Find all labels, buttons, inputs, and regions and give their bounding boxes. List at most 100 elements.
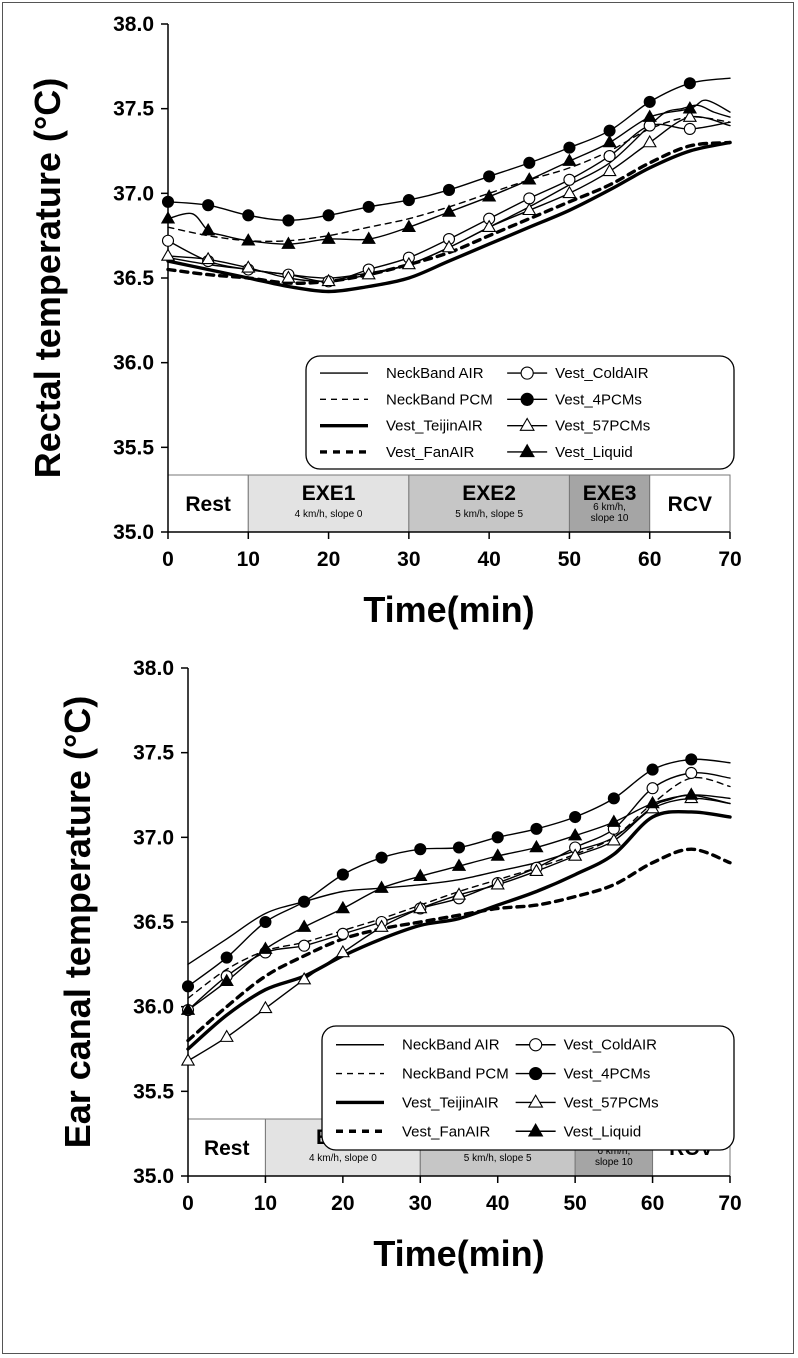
- y-tick-label: 36.0: [113, 352, 154, 375]
- data-point-vest-57pcms: [180, 1053, 196, 1066]
- y-tick-label: 37.0: [133, 826, 174, 849]
- data-point-vest-57pcms: [413, 900, 428, 914]
- legend-marker-vest-coldair: [520, 366, 534, 380]
- phase-desc-exe3: slope 10: [595, 1157, 633, 1168]
- chart-panel-1: Rest EXE1 4 km/h, slope 0 EXE2 5 km/h, slope…: [27, 13, 742, 630]
- data-point-vest-4pcms: [563, 141, 576, 154]
- y-tick-label: 35.0: [113, 521, 154, 544]
- data-point-vest-4pcms: [202, 199, 215, 212]
- data-point-vest-57pcms: [451, 887, 467, 900]
- series-line-vest-57pcms: [187, 797, 731, 1062]
- x-tick-label: 20: [331, 1192, 354, 1215]
- data-point-vest-coldair: [523, 192, 536, 205]
- legend-box: [305, 355, 735, 470]
- data-point-vest-liquid: [682, 101, 697, 114]
- data-point-vest-57pcms: [219, 1029, 234, 1042]
- legend-marker-vest-57pcms: [519, 417, 535, 431]
- data-point-vest-4pcms: [220, 951, 233, 964]
- x-tick-label: 30: [397, 548, 420, 571]
- x-tick-label: 60: [638, 548, 661, 571]
- y-tick-label: 38.0: [133, 657, 174, 680]
- x-tick-label: 0: [162, 548, 174, 571]
- legend-label-vest-57pcms: Vest_57PCMs: [564, 1094, 659, 1111]
- data-point-vest-liquid: [374, 880, 389, 893]
- data-point-vest-liquid: [219, 973, 234, 987]
- series-line-vest-fanair: [166, 140, 732, 285]
- y-tick-label: 35.5: [133, 1080, 174, 1103]
- legend-label-neckband-air: NeckBand AIR: [386, 365, 484, 382]
- series-line-neckband-pcm: [167, 116, 731, 243]
- data-point-vest-liquid: [413, 868, 428, 882]
- data-point-vest-liquid: [321, 231, 336, 244]
- data-point-vest-57pcms: [606, 833, 621, 846]
- data-point-vest-57pcms: [568, 848, 583, 861]
- legend-label-neckband-air: NeckBand AIR: [402, 1037, 500, 1054]
- data-point-vest-coldair: [685, 766, 698, 780]
- data-point-vest-4pcms: [181, 980, 195, 993]
- legend-label-neckband-pcm: NeckBand PCM: [386, 391, 493, 408]
- series-group: [160, 77, 732, 294]
- data-point-vest-liquid: [180, 1002, 196, 1015]
- data-point-vest-4pcms: [685, 753, 698, 766]
- data-point-vest-4pcms: [646, 763, 659, 776]
- data-point-vest-liquid: [606, 814, 621, 827]
- data-point-vest-57pcms: [602, 163, 617, 177]
- x-axis-title: Time(min): [373, 1233, 544, 1274]
- legend-label-neckband-pcm: NeckBand PCM: [402, 1066, 509, 1083]
- legend-marker-vest-4pcms: [520, 392, 534, 406]
- phase-desc-exe3: 6 km/h,: [597, 1146, 630, 1157]
- data-point-vest-coldair: [298, 939, 311, 952]
- data-point-vest-4pcms: [530, 822, 543, 835]
- data-point-vest-4pcms: [491, 831, 504, 844]
- data-point-vest-liquid: [490, 848, 505, 861]
- legend-label-vest-liquid: Vest_Liquid: [555, 444, 633, 461]
- data-point-vest-57pcms: [441, 239, 457, 253]
- data-point-vest-liquid: [241, 233, 256, 246]
- data-point-vest-4pcms: [452, 841, 466, 854]
- data-point-vest-57pcms: [562, 185, 577, 199]
- data-point-vest-coldair: [646, 782, 659, 795]
- x-tick-label: 60: [641, 1192, 664, 1215]
- data-point-vest-liquid: [401, 219, 416, 232]
- data-point-vest-57pcms: [682, 109, 697, 122]
- x-tick-label: 10: [237, 548, 260, 571]
- y-tick-label: 35.0: [133, 1165, 174, 1188]
- legend-label-vest-liquid: Vest_Liquid: [564, 1123, 642, 1140]
- data-point-vest-4pcms: [242, 209, 255, 222]
- data-point-vest-liquid: [482, 189, 497, 202]
- data-point-vest-4pcms: [607, 792, 620, 805]
- phase-desc-exe3: 6 km/h,: [593, 502, 626, 513]
- series-group: [180, 753, 732, 1066]
- data-point-vest-liquid: [335, 900, 350, 914]
- data-point-vest-57pcms: [401, 256, 416, 270]
- data-point-vest-57pcms: [642, 134, 657, 148]
- legend-label-vest-coldair: Vest_ColdAIR: [564, 1037, 658, 1054]
- data-point-vest-liquid: [522, 172, 537, 185]
- phase-box-rest: [187, 1118, 266, 1177]
- legend-label-vest-teijinair: Vest_TeijinAIR: [402, 1094, 499, 1111]
- legend-label-vest-4pcms: Vest_4PCMs: [564, 1066, 651, 1083]
- x-tick-label: 10: [254, 1192, 277, 1215]
- y-tick-label: 37.5: [133, 742, 174, 765]
- x-tick-label: 40: [486, 1192, 509, 1215]
- data-point-vest-coldair: [563, 173, 576, 186]
- y-tick-label: 36.5: [113, 267, 154, 290]
- data-point-vest-4pcms: [603, 124, 616, 137]
- data-point-vest-4pcms: [523, 156, 536, 169]
- data-point-vest-57pcms: [241, 260, 256, 273]
- data-point-vest-4pcms: [569, 810, 582, 824]
- legend-label-vest-fanair: Vest_FanAIR: [386, 444, 475, 461]
- data-point-vest-4pcms: [683, 77, 696, 90]
- data-point-vest-4pcms: [259, 915, 272, 929]
- series-line-neckband-pcm: [187, 776, 731, 999]
- data-point-vest-57pcms: [361, 267, 376, 280]
- data-point-vest-liquid: [160, 211, 176, 224]
- y-tick-label: 37.5: [113, 98, 154, 121]
- phase-box-exe1: [247, 474, 410, 533]
- phase-label-exe3: EXE3: [583, 482, 637, 505]
- phase-label-rest: Rest: [204, 1137, 250, 1160]
- data-point-vest-4pcms: [442, 183, 456, 196]
